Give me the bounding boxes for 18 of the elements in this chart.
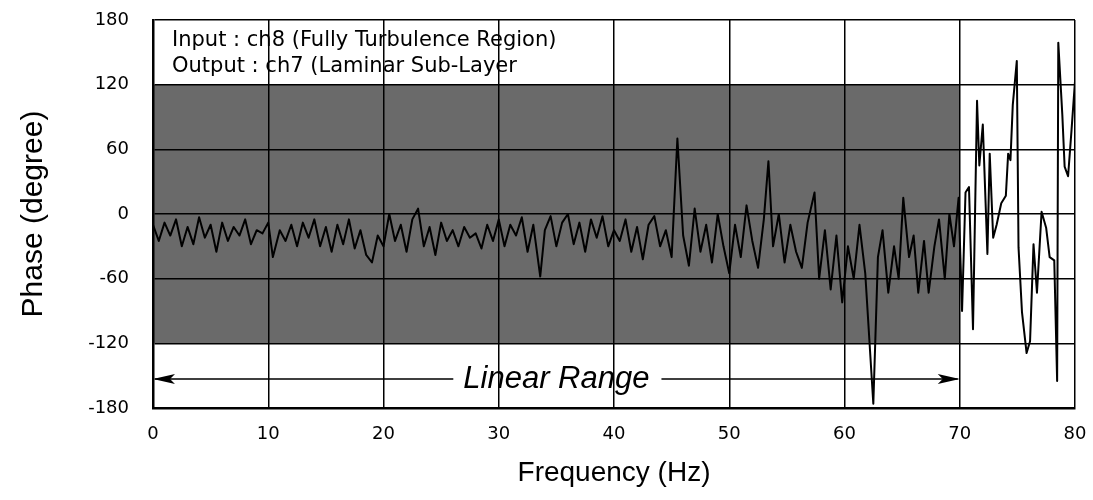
x-tick-label: 40 [602,422,626,444]
x-tick-label: 0 [147,422,159,444]
y-tick-label: -180 [88,395,129,417]
y-tick-label: 0 [117,201,129,223]
y-tick-label: 60 [106,137,129,159]
y-tick-label: -120 [88,331,129,353]
y-axis-title: Phase (degree) [15,110,49,318]
x-tick-label: 30 [487,422,511,444]
y-tick-label: 180 [94,7,129,29]
y-tick-label: -60 [99,266,129,288]
x-tick-label: 50 [717,422,741,444]
x-tick-label: 10 [256,422,280,444]
x-tick-label: 70 [948,422,972,444]
x-tick-label: 80 [1063,422,1087,444]
x-axis-title: Frequency (Hz) [517,455,711,487]
x-tick-label: 60 [833,422,856,444]
x-tick-label: 20 [372,422,395,444]
y-tick-label: 120 [94,72,129,94]
